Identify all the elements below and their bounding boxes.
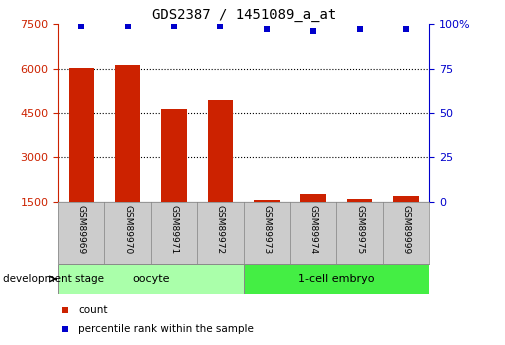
Text: GSM89973: GSM89973 (263, 205, 271, 254)
Title: GDS2387 / 1451089_a_at: GDS2387 / 1451089_a_at (152, 8, 336, 22)
Point (217, 23, 225, 29)
Text: GSM89974: GSM89974 (309, 205, 318, 254)
Bar (393, 196, 419, 202)
Point (309, 29, 317, 34)
Text: GSM89975: GSM89975 (355, 205, 364, 254)
Point (307, 28, 315, 33)
Bar (115, 65, 140, 202)
Text: oocyte: oocyte (132, 274, 170, 284)
Bar (254, 200, 280, 202)
Point (77, 23, 85, 29)
Point (307, 204, 315, 210)
Bar (347, 199, 372, 202)
Bar (161, 109, 187, 202)
Text: count: count (78, 305, 108, 315)
Point (356, 27, 364, 32)
Point (124, 23, 132, 29)
Point (402, 27, 410, 32)
Text: GSM89972: GSM89972 (216, 205, 225, 254)
Bar (58, 264, 244, 294)
Text: GSM89970: GSM89970 (123, 205, 132, 254)
Bar (243, 264, 429, 294)
Point (263, 27, 271, 32)
Text: 1-cell embryo: 1-cell embryo (298, 274, 375, 284)
Text: GSM89969: GSM89969 (77, 205, 86, 254)
Text: development stage: development stage (3, 274, 104, 284)
Bar (300, 194, 326, 202)
Bar (69, 68, 94, 202)
Text: percentile rank within the sample: percentile rank within the sample (78, 324, 255, 334)
Point (170, 23, 178, 29)
Text: GSM89999: GSM89999 (401, 205, 411, 254)
Text: GSM89971: GSM89971 (170, 205, 179, 254)
Bar (208, 100, 233, 202)
